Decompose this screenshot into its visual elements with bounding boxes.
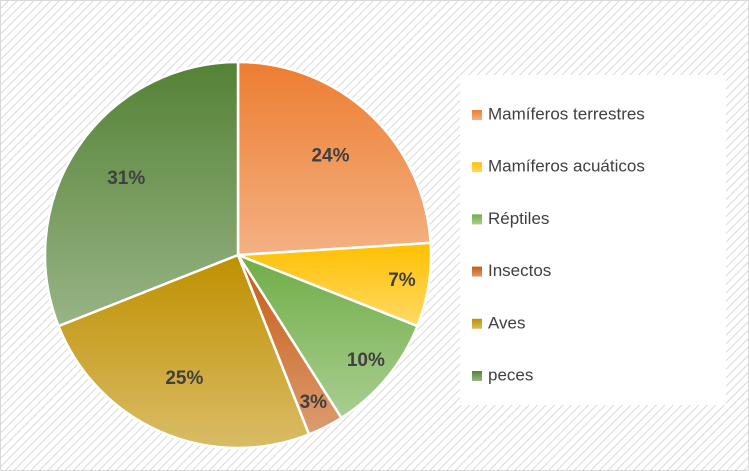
data-label: 3% [300, 392, 328, 413]
pie-slice [234, 252, 420, 420]
data-label: 10% [347, 350, 385, 371]
legend-label: Mamíferos acuáticos [488, 157, 645, 176]
legend-label: Insectos [488, 261, 551, 280]
pie-slice [56, 253, 311, 450]
pie-slice [236, 60, 432, 257]
legend-marker [472, 266, 482, 277]
legend-label: Mamíferos terrestres [488, 104, 645, 123]
legend-marker [472, 371, 482, 381]
pie-slice [43, 60, 240, 328]
legend-box [460, 75, 726, 405]
data-label: 31% [107, 168, 145, 189]
legend-marker [472, 110, 482, 120]
legend-marker [472, 214, 482, 225]
data-label: 7% [388, 270, 416, 291]
legend-marker [472, 318, 482, 329]
legend-label: Réptiles [488, 209, 549, 228]
legend-label: Aves [488, 313, 526, 332]
data-labels: 24% 7% 10% 3% 25% 31% [107, 146, 416, 413]
data-label: 24% [311, 146, 349, 167]
legend-marker [472, 162, 482, 173]
pie [43, 60, 433, 450]
legend-label: peces [488, 365, 533, 384]
data-label: 25% [165, 368, 203, 389]
legend: Mamíferos terrestres Mamíferos acuáticos R… [472, 104, 645, 384]
